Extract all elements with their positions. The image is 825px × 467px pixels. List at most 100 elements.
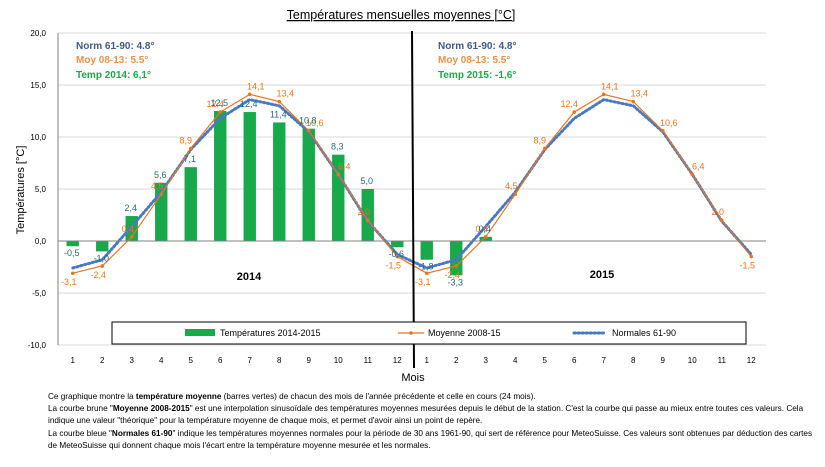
bar [214, 111, 227, 241]
moyenne-label: -1,5 [739, 261, 755, 271]
line-series [70, 92, 754, 276]
x-tick-label: 6 [572, 356, 577, 365]
chart-caption: Ce graphique montre la température moyen… [48, 391, 818, 452]
moyenne-point [601, 92, 606, 97]
moyenne-label: -1,5 [385, 261, 401, 271]
moyenne-point [188, 146, 193, 151]
info-temp-2015: Temp 2015: -1,6° [438, 70, 516, 81]
x-tick-label: 6 [218, 356, 223, 365]
moyenne-point [542, 146, 547, 151]
bar-label: 5,0 [360, 176, 373, 186]
legend: Températures 2014-2015 Moyenne 2008-15 N… [111, 321, 747, 345]
moyenne-label: 12,4 [206, 99, 224, 109]
axes: 20,015,010,05,00,0-5,0-10,01 2 3 4 5 6 7 8 9 10 11… [28, 29, 766, 365]
caption-paragraph-3: La courbe bleue "Normales 61-90" indique… [48, 428, 813, 450]
bar-label: -3,3 [447, 277, 463, 287]
legend-label-normales: Normales 61-90 [612, 328, 676, 338]
moyenne-point [395, 254, 400, 259]
bar [184, 167, 197, 241]
info-temp-2014: Temp 2014: 6,1° [76, 70, 151, 81]
bar [332, 154, 345, 241]
y-tick-label: 15,0 [30, 81, 46, 90]
moyenne-line [72, 93, 752, 274]
year-label-2014: 2014 [237, 271, 262, 283]
year-label-2015: 2015 [590, 269, 614, 281]
moyenne-point [100, 264, 105, 268]
bar-label: -0,5 [64, 248, 80, 258]
moyenne-label: 6,4 [338, 161, 351, 171]
chart-title: Températures mensuelles moyennes [°C] [287, 8, 516, 22]
moyenne-label: 12,4 [560, 99, 578, 109]
moyenne-label: 4,5 [505, 181, 518, 191]
moyenne-point [424, 271, 429, 276]
bar-label: 11,4 [270, 109, 287, 119]
moyenne-label: 8,9 [179, 135, 192, 145]
moyenne-label: 14,1 [247, 81, 265, 91]
x-axis-label: Mois [401, 372, 425, 384]
moyenne-label: 10,6 [306, 118, 324, 128]
x-tick-label: 1 [71, 356, 76, 365]
temperature-chart: Températures mensuelles moyennes [°C] -3… [15, 8, 766, 384]
bar [243, 112, 256, 241]
x-tick-label: 2 [100, 356, 105, 365]
info-moy-2014: Moy 08-13: 5.5° [76, 55, 148, 66]
bar-label: 10,8 [299, 116, 317, 126]
info-box-2014: Norm 61-90: 4.8° Moy 08-13: 5.5° Temp 20… [76, 41, 154, 81]
bar-label: 7,1 [183, 154, 196, 164]
moyenne-label: -3,1 [415, 277, 431, 287]
x-tick-label: 4 [159, 356, 164, 365]
moyenne-point [572, 110, 577, 114]
moyenne-label: -2,4 [90, 270, 106, 280]
bar-label: -0,6 [388, 249, 404, 259]
bar-label: 2,4 [124, 203, 137, 213]
y-tick-label: 5,0 [35, 185, 47, 194]
bar [391, 241, 404, 248]
moyenne-point [454, 264, 459, 268]
moyenne-label: 14,1 [601, 81, 619, 91]
y-tick-label: 10,0 [30, 133, 46, 142]
moyenne-label: 0,4 [121, 224, 134, 234]
bar-label: 8,3 [331, 142, 344, 152]
x-tick-label: 4 [513, 356, 518, 365]
moyenne-point [365, 218, 370, 222]
x-tick-label: 8 [277, 356, 282, 365]
moyenne-point [159, 192, 164, 196]
bar [273, 122, 286, 241]
bar-label: -1,8 [418, 262, 434, 272]
legend-swatch-bar [185, 329, 215, 336]
moyenne-point [70, 271, 75, 276]
moyenne-point [247, 92, 252, 97]
x-tick-label: 10 [688, 356, 697, 365]
y-tick-label: 20,0 [30, 29, 46, 38]
bar [96, 241, 109, 252]
bar-series [66, 111, 492, 276]
bar [361, 189, 374, 241]
x-tick-label: 12 [747, 356, 756, 365]
legend-marker-moyenne [409, 331, 413, 335]
y-axis-label: Températures [°C] [15, 146, 27, 235]
moyenne-point [690, 172, 695, 177]
bar [66, 241, 79, 247]
moyenne-point [719, 218, 724, 222]
x-tick-label: 11 [364, 356, 373, 365]
moyenne-point [306, 128, 311, 133]
x-tick-label: 3 [484, 356, 489, 365]
moyenne-label: -2,4 [444, 270, 460, 280]
x-tick-label: 5 [189, 356, 194, 365]
year-divider [411, 30, 415, 369]
bar [420, 241, 433, 260]
legend-label-moyenne: Moyenne 2008-15 [428, 328, 501, 338]
moyenne-point [631, 99, 636, 104]
x-tick-label: 12 [393, 356, 402, 365]
x-tick-label: 11 [718, 356, 727, 365]
moyenne-point [336, 172, 341, 177]
moyenne-point [749, 254, 754, 259]
moyenne-point [513, 192, 518, 196]
moyenne-label: -3,1 [61, 277, 77, 287]
bar-label: 12,4 [240, 99, 258, 109]
x-tick-label: 2 [454, 356, 459, 365]
caption-paragraph-2: La courbe brune "Moyenne 2008-2015" est … [48, 404, 804, 426]
bar [479, 236, 492, 241]
moyenne-label: 8,9 [533, 135, 546, 145]
x-tick-label: 9 [661, 356, 666, 365]
